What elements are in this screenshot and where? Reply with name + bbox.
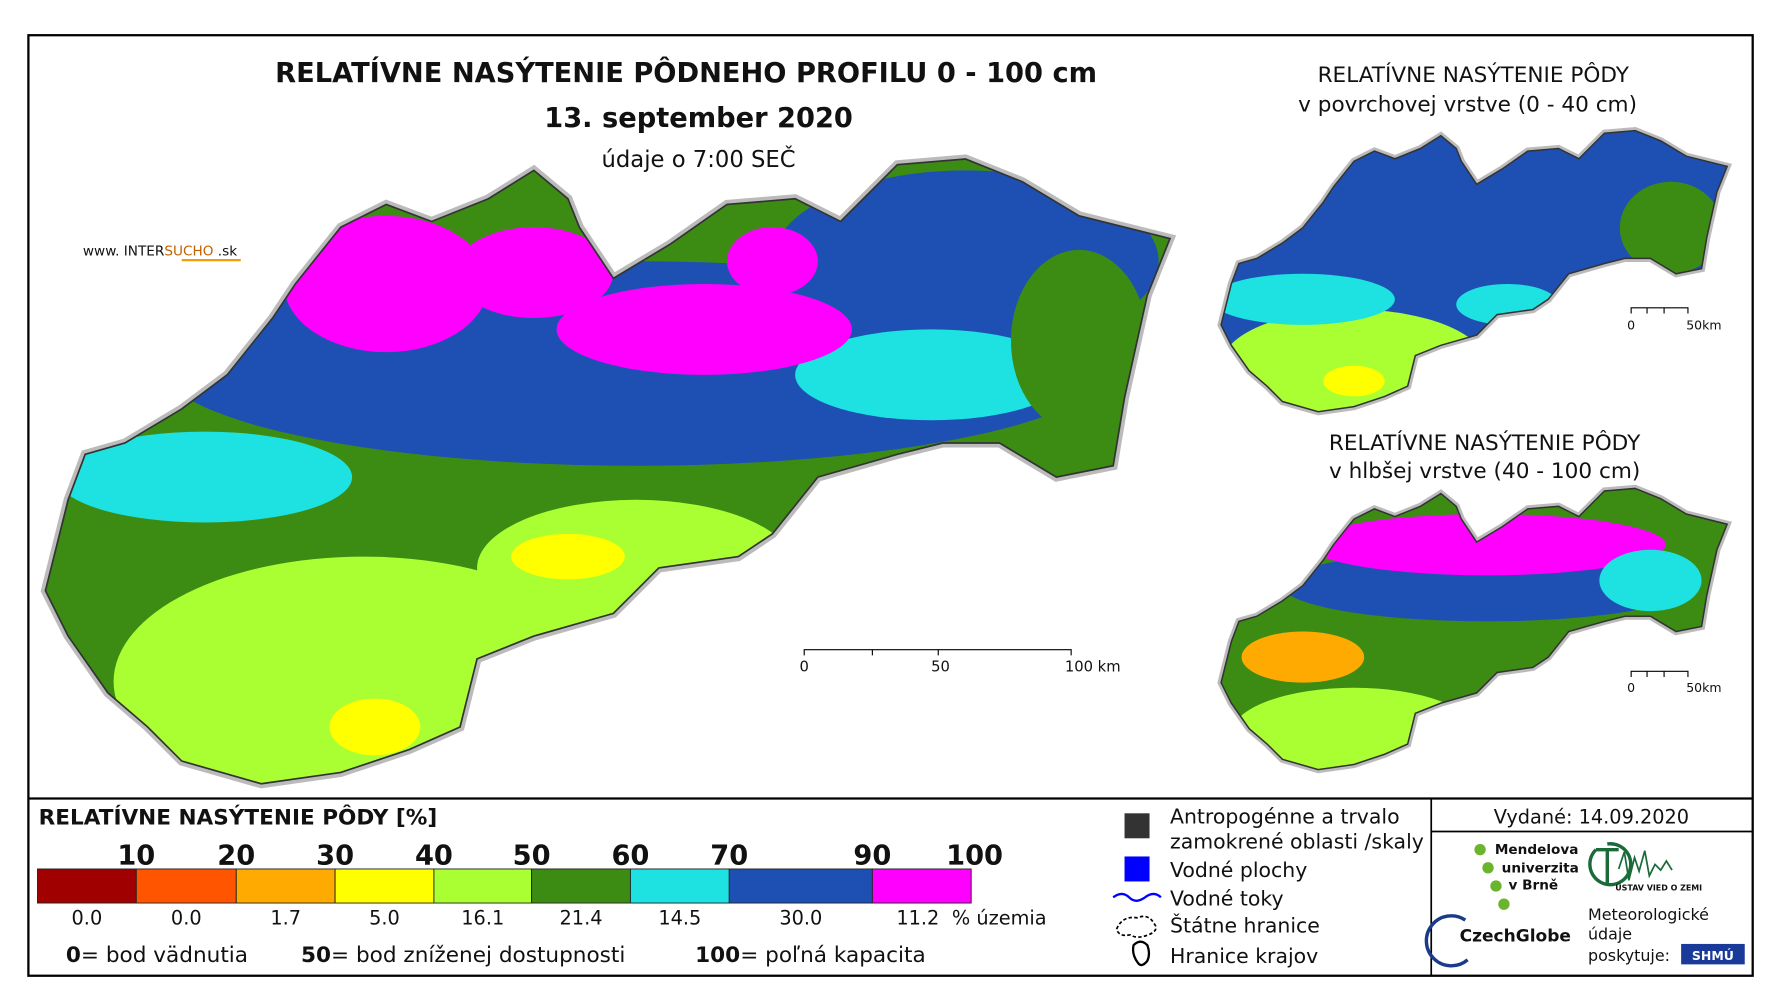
symbol	[1124, 856, 1150, 882]
logo	[1588, 842, 1633, 887]
inset-title: RELATÍVNE NASÝTENIE PÔDY	[1329, 430, 1641, 456]
legend-swatch	[871, 868, 972, 904]
scale-label: 50km	[1686, 680, 1721, 695]
legend-break: 70	[710, 840, 748, 871]
title: RELATÍVNE NASÝTENIE PÔDNEHO PROFILU 0 - …	[275, 57, 1097, 89]
legend: 0.0 0.0 1.7 5.0 16.1 21.4 14.5 30.0 11.2 % územia…	[37, 840, 1047, 968]
main-scale	[803, 649, 1072, 656]
legend-share: 11.2	[896, 907, 939, 930]
time-note: údaje o 7:00 SEČ	[602, 145, 796, 173]
issued: Vydané: 14.09.2020	[1494, 806, 1689, 829]
legend-share: 5.0	[369, 907, 400, 930]
legend-swatch	[135, 868, 237, 904]
legend-swatch	[334, 868, 435, 904]
logo	[1424, 914, 1469, 968]
legend-break: 90	[853, 840, 891, 871]
symbol-label: Vodné plochy	[1170, 858, 1307, 882]
logo-text: Mendelova	[1495, 842, 1579, 858]
legend-swatch	[235, 868, 336, 904]
legend-share: 1.7	[270, 907, 301, 930]
symbol	[1124, 813, 1150, 839]
meteo: údaje	[1588, 924, 1632, 943]
logo	[1681, 943, 1745, 965]
legend-swatch	[629, 868, 730, 904]
legend-break: 20	[217, 840, 255, 871]
legend-break: 100	[946, 840, 1003, 871]
legend-break: 50	[513, 840, 551, 871]
logo-text: ÚSTAV VIED O ZEMI	[1615, 882, 1702, 893]
legend-share: 21.4	[560, 907, 603, 930]
symbol-label: Vodné toky	[1170, 886, 1284, 910]
scale-label: 0	[1627, 680, 1635, 695]
legend-swatch	[37, 868, 137, 904]
legend-share: 14.5	[658, 907, 701, 930]
legend-swatch	[531, 868, 631, 904]
logo	[1617, 850, 1673, 881]
inset-title: v povrchovej vrstve (0 - 40 cm)	[1298, 92, 1637, 117]
legend-swatch	[728, 868, 873, 904]
scale-label: 0	[800, 658, 809, 675]
symbol	[1131, 940, 1151, 967]
logo-text: SHMÚ	[1692, 948, 1734, 963]
inset-scale	[1630, 307, 1689, 677]
inset-title: v hlbšej vrstve (40 - 100 cm)	[1329, 459, 1640, 484]
symbol	[1115, 915, 1157, 938]
meteo: Meteorologické	[1588, 905, 1709, 924]
definition: 50= bod zníženej dostupnosti	[301, 943, 625, 968]
date: 13. september 2020	[544, 103, 853, 134]
legend-share: 0.0	[171, 907, 202, 930]
inset-title: RELATÍVNE NASÝTENIE PÔDY	[1318, 62, 1630, 88]
meteo: poskytuje:	[1588, 946, 1670, 965]
logo-text: CzechGlobe	[1460, 927, 1571, 947]
legend-break: 30	[316, 840, 354, 871]
scale-label: 0	[1627, 317, 1635, 332]
legend-break: 40	[415, 840, 453, 871]
website: www. INTERSUCHO .sk	[83, 244, 237, 260]
legend-share-unit: % územia	[952, 907, 1047, 930]
legend-share: 16.1	[461, 907, 504, 930]
legend-share: 30.0	[779, 907, 822, 930]
symbol-label: zamokrené oblasti /skaly	[1170, 830, 1424, 854]
legend-swatch	[433, 868, 533, 904]
scale-label: 100 km	[1065, 658, 1121, 675]
legend-break: 60	[611, 840, 649, 871]
symbol-label: Antropogénne a trvalo	[1170, 805, 1400, 829]
logo-dots	[1474, 843, 1510, 910]
scale-label: 50	[931, 658, 950, 675]
legend-share: 0.0	[72, 907, 103, 930]
legend-break: 10	[117, 840, 155, 871]
symbol	[1112, 892, 1162, 902]
scale-label: 50km	[1686, 317, 1721, 332]
definition: 100= poľná kapacita	[695, 943, 926, 968]
symbol-label: Štátne hranice	[1170, 913, 1320, 938]
definition: 0= bod vädnutia	[66, 943, 248, 968]
logo-text: v Brně	[1508, 877, 1558, 893]
symbol-label: Hranice krajov	[1170, 944, 1318, 968]
logo-text: univerzita	[1502, 860, 1579, 876]
legend-title: RELATÍVNE NASÝTENIE PÔDY [%]	[39, 805, 438, 831]
